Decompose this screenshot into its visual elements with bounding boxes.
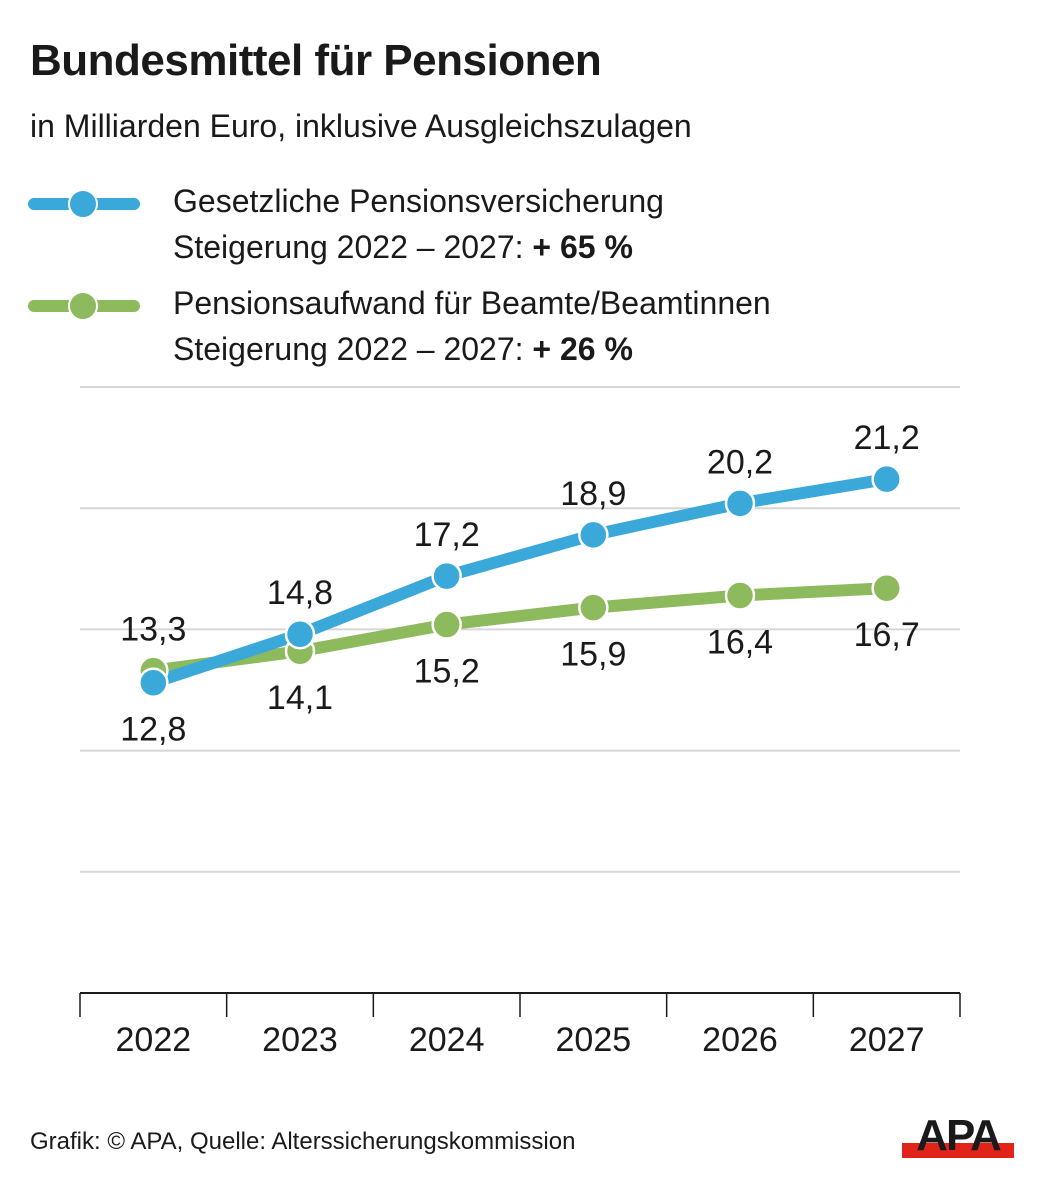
legend-note-prefix: Steigerung 2022 – 2027: [173, 229, 533, 265]
chart-title: Bundesmittel für Pensionen [30, 36, 602, 85]
data-point [871, 572, 902, 604]
data-point [724, 580, 756, 611]
data-point [578, 519, 609, 551]
x-tick-label: 2027 [849, 1021, 925, 1059]
series-lines [147, 473, 893, 689]
legend-swatch-blue-icon [28, 189, 140, 219]
x-tick-label: 2025 [556, 1021, 632, 1059]
data-label: 14,8 [267, 574, 333, 612]
x-axis: 2022 2023 2024 2025 2026 2027 [79, 992, 961, 1059]
data-label: 15,2 [414, 653, 480, 691]
data-point [284, 618, 316, 650]
data-point [724, 488, 756, 519]
data-label: 15,9 [560, 636, 626, 674]
data-point [871, 463, 902, 495]
data-label: 20,2 [707, 443, 773, 481]
legend-note-value: + 65 % [532, 229, 633, 265]
data-label: 16,4 [707, 623, 773, 661]
series-line [147, 473, 893, 689]
legend-swatch-green-icon [28, 291, 140, 321]
gridlines [80, 386, 960, 873]
data-label: 16,7 [854, 616, 920, 654]
x-tick-label: 2023 [262, 1021, 338, 1059]
data-label: 18,9 [560, 475, 626, 513]
data-label: 21,2 [854, 419, 920, 457]
legend-note-prefix: Steigerung 2022 – 2027: [173, 331, 533, 367]
x-tick-label: 2024 [409, 1021, 485, 1059]
data-label: 14,1 [267, 679, 333, 717]
source-credit: Grafik: © APA, Quelle: Alterssicherungsk… [30, 1128, 576, 1155]
legend-note: Steigerung 2022 – 2027: + 26 % [173, 326, 771, 372]
data-point [578, 592, 609, 623]
series-points-group [138, 463, 902, 698]
logo-text: APA [916, 1111, 1001, 1160]
data-labels: 12,8 14,8 17,2 18,9 20,2 21,2 13,3 14,1 15,2 15,9… [120, 419, 920, 749]
series-line [147, 582, 893, 677]
legend-note-value: + 26 % [532, 331, 633, 367]
data-label: 17,2 [414, 516, 480, 554]
data-point [431, 609, 462, 640]
legend-note: Steigerung 2022 – 2027: + 65 % [173, 224, 664, 270]
x-tick-label: 2022 [116, 1021, 192, 1059]
data-point [138, 667, 169, 698]
chart-subtitle: in Milliarden Euro, inklusive Ausgleichs… [30, 108, 692, 144]
data-label: 12,8 [120, 711, 186, 749]
series-points [138, 463, 902, 698]
legend-label: Pensionsaufwand für Beamte/Beamtinnen [173, 285, 771, 321]
x-tick-label: 2026 [702, 1021, 778, 1059]
apa-logo-icon: APA [902, 1111, 1014, 1160]
data-point [431, 560, 462, 592]
legend-label: Gesetzliche Pensionsversicherung [173, 183, 664, 219]
data-label: 13,3 [120, 611, 186, 649]
